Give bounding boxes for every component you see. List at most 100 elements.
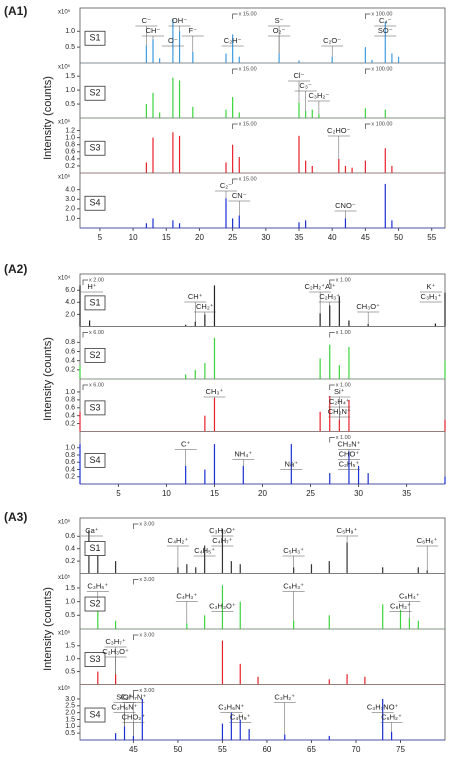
ion-label: C₂H₅⁺ xyxy=(339,459,360,468)
ion-label: C₂H₃O⁺ xyxy=(102,647,129,656)
ion-label: CH₃N⁺ xyxy=(337,439,360,448)
x-tick-label: 45 xyxy=(129,745,138,754)
sample-box xyxy=(84,30,106,46)
x-tick-label: 40 xyxy=(328,233,337,242)
x-tick-label: 25 xyxy=(306,489,315,498)
sample-name: S3 xyxy=(89,654,100,664)
ion-label: O₂⁻ xyxy=(273,26,286,35)
sample-name: S4 xyxy=(89,198,100,208)
zoom-label: x 6.00 xyxy=(89,330,104,336)
zoom-marker xyxy=(232,68,238,74)
zoom-label: x 1.00 xyxy=(336,330,351,336)
ion-label: CH₃O⁺ xyxy=(356,302,380,311)
ion-label: Cl⁻ xyxy=(293,71,304,80)
ion-label: CH₃⁺ xyxy=(206,387,224,396)
sample-name: S2 xyxy=(89,350,100,360)
x-tick-label: 50 xyxy=(394,233,403,242)
y-tick-label: 0.2 xyxy=(65,558,75,565)
y-tick-label: 1.0 xyxy=(65,215,75,222)
x-tick-label: 70 xyxy=(352,745,361,754)
zoom-label: x 1.00 xyxy=(336,382,351,388)
zoom-marker xyxy=(232,13,238,19)
y-tick-label: 2.5 xyxy=(65,703,75,710)
ion-label: C₆H₃⁺ xyxy=(390,601,411,610)
ion-label: K⁺ xyxy=(427,282,436,291)
x-tick-label: 5 xyxy=(98,233,103,242)
zoom-marker xyxy=(133,634,139,640)
zoom-label: x 6.00 xyxy=(89,382,104,388)
x-tick-label: 60 xyxy=(262,745,271,754)
x-tick-label: 65 xyxy=(307,745,316,754)
zoom-marker xyxy=(365,123,371,129)
ion-label: C₄H₃⁺ xyxy=(176,591,197,600)
ion-label: F⁻ xyxy=(189,26,198,35)
zoom-label: x 2.00 xyxy=(89,277,104,283)
zoom-marker xyxy=(232,123,238,129)
y-tick-label: 0.6 xyxy=(65,149,75,156)
y-tick-label: 0.6 xyxy=(65,348,75,355)
ion-label: Si⁺ xyxy=(334,387,345,396)
zoom-marker xyxy=(365,13,371,19)
x-tick-label: 35 xyxy=(295,233,304,242)
scale-label: x10⁵ xyxy=(58,630,71,637)
sample-box xyxy=(84,85,106,101)
x-tick-label: 15 xyxy=(162,233,171,242)
ion-label: CH⁻ xyxy=(146,26,161,35)
zoom-marker xyxy=(133,690,139,696)
zoom-marker xyxy=(82,384,88,390)
ion-label: C₂H⁻ xyxy=(224,36,242,45)
zoom-label: x 3.00 xyxy=(139,521,154,527)
y-tick-label: 2.0 xyxy=(65,709,75,716)
sample-box xyxy=(84,596,106,612)
ion-label: C₆H₂⁺ xyxy=(381,712,402,721)
ion-label: C₃H₆N⁺ xyxy=(218,702,244,711)
ion-label: CHO⁺ xyxy=(339,449,360,458)
y-tick-label: 0.6 xyxy=(65,405,75,412)
sample-name: S1 xyxy=(89,33,100,43)
y-tick-label: 0.8 xyxy=(65,397,75,404)
y-tick-label: 1.2 xyxy=(65,127,75,134)
y-tick-label: 0.4 xyxy=(65,413,75,420)
sample-name: S2 xyxy=(89,88,100,98)
y-tick-label: 1.0 xyxy=(65,28,75,35)
zoom-marker xyxy=(232,178,238,184)
ion-label: Ca⁺ xyxy=(85,526,99,535)
ion-label: C₃⁻ xyxy=(299,81,311,90)
ion-label: OH⁻ xyxy=(172,16,187,25)
zoom-label: x 15.00 xyxy=(239,176,257,182)
sample-box xyxy=(84,707,106,723)
y-tick-label: 0.5 xyxy=(65,730,75,737)
sample-box xyxy=(84,541,106,556)
ion-label: NH₄⁺ xyxy=(234,449,252,458)
ion-label: C₆H₄⁺ xyxy=(399,591,420,600)
zoom-label: x 1.00 xyxy=(336,435,351,441)
sample-box xyxy=(84,195,106,211)
scale-label: x10⁵ xyxy=(58,574,71,581)
ion-label: C₂H₂⁺Al⁺ xyxy=(305,282,336,291)
x-tick-label: 10 xyxy=(162,489,171,498)
zoom-marker xyxy=(133,523,139,529)
y-tick-label: 0.5 xyxy=(65,668,75,675)
scale-label: x10⁴ xyxy=(58,275,71,282)
sample-box xyxy=(84,652,106,667)
y-tick-label: 0.8 xyxy=(65,339,75,346)
ion-label: C₃H₃⁺ xyxy=(421,292,442,301)
y-tick-label: 2.0 xyxy=(65,311,75,318)
y-tick-label: 0.2 xyxy=(65,367,75,374)
x-tick-label: 25 xyxy=(228,233,237,242)
x-tick-label: 45 xyxy=(361,233,370,242)
y-tick-label: 1.0 xyxy=(65,389,75,396)
y-tick-label: 0.4 xyxy=(65,466,75,473)
x-tick-label: 10 xyxy=(129,233,138,242)
zoom-marker xyxy=(82,332,88,338)
sample-name: S4 xyxy=(89,709,100,719)
zoom-marker xyxy=(133,579,139,585)
y-tick-label: 1.0 xyxy=(65,445,75,452)
x-tick-label: 15 xyxy=(210,489,219,498)
y-tick-label: 3.0 xyxy=(65,196,75,203)
zoom-label: x 15.00 xyxy=(239,11,257,17)
sample-name: S3 xyxy=(89,143,100,153)
ion-label: C₄H₇⁺ xyxy=(212,536,232,545)
ion-label: C₃H₇NO⁺ xyxy=(367,702,399,711)
